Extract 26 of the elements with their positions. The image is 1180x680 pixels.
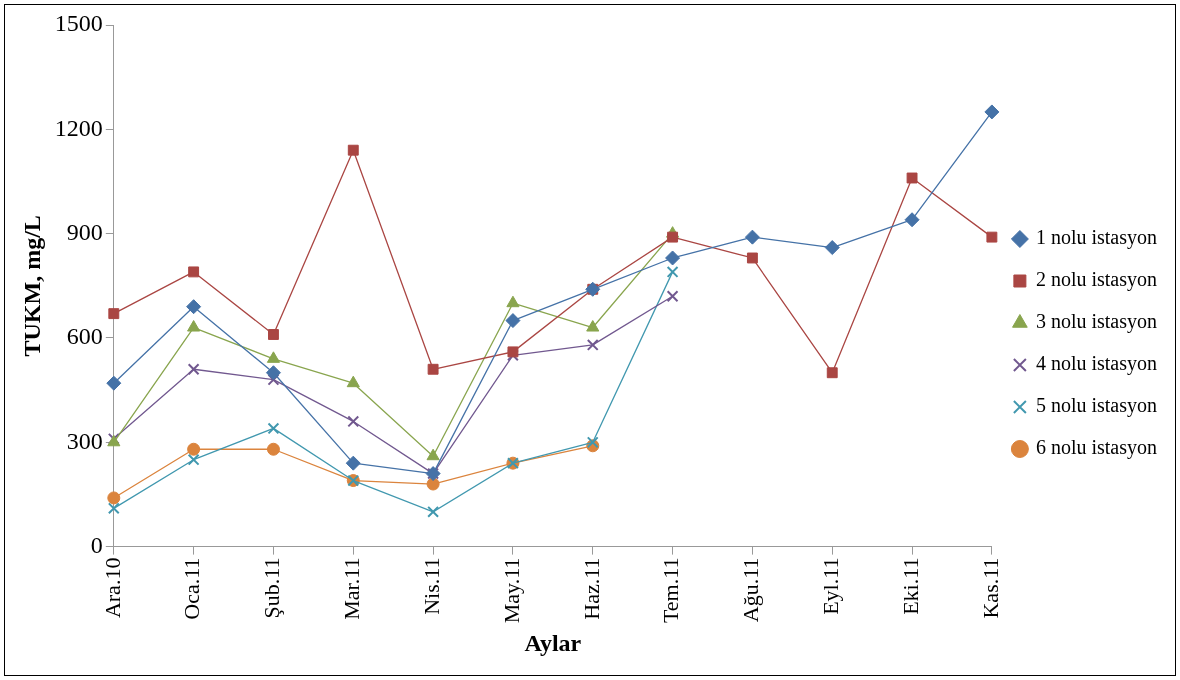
y-axis-title: TUKM, mg/L	[18, 215, 45, 357]
x-tick-label: Ağu.11	[738, 557, 764, 623]
x-tick-label: Ara.10	[99, 557, 125, 619]
legend-label: 3 nolu istasyon	[1035, 310, 1158, 334]
legend-label: 1 nolu istasyon	[1035, 226, 1158, 250]
y-tick-label: 300	[66, 427, 103, 454]
x-axis-title: Aylar	[524, 629, 582, 656]
y-tick-label: 600	[66, 323, 103, 350]
x-tick-label: Eyl.11	[818, 557, 844, 615]
legend-label: 5 nolu istasyon	[1035, 394, 1158, 418]
legend-label: 4 nolu istasyon	[1035, 352, 1158, 376]
x-tick-label: Tem.11	[658, 557, 684, 624]
y-tick-label: 900	[66, 218, 103, 245]
x-tick-label: Haz.11	[578, 557, 604, 620]
x-tick-label: Şub.11	[259, 557, 285, 619]
x-tick-label: Mar.11	[339, 557, 365, 620]
legend-label: 6 nolu istasyon	[1035, 436, 1158, 460]
x-tick-label: Oca.11	[179, 557, 205, 620]
x-tick-label: Eki.11	[897, 557, 923, 615]
y-tick-label: 0	[90, 531, 103, 558]
y-tick-label: 1200	[54, 114, 103, 141]
x-tick-label: Kas.11	[977, 557, 1003, 619]
x-tick-label: May.11	[498, 557, 524, 624]
legend-label: 2 nolu istasyon	[1035, 268, 1158, 292]
y-tick-label: 1500	[54, 10, 103, 37]
x-tick-label: Nis.11	[418, 557, 444, 615]
